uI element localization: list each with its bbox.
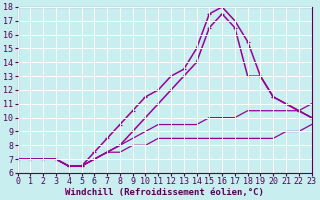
- X-axis label: Windchill (Refroidissement éolien,°C): Windchill (Refroidissement éolien,°C): [65, 188, 264, 197]
